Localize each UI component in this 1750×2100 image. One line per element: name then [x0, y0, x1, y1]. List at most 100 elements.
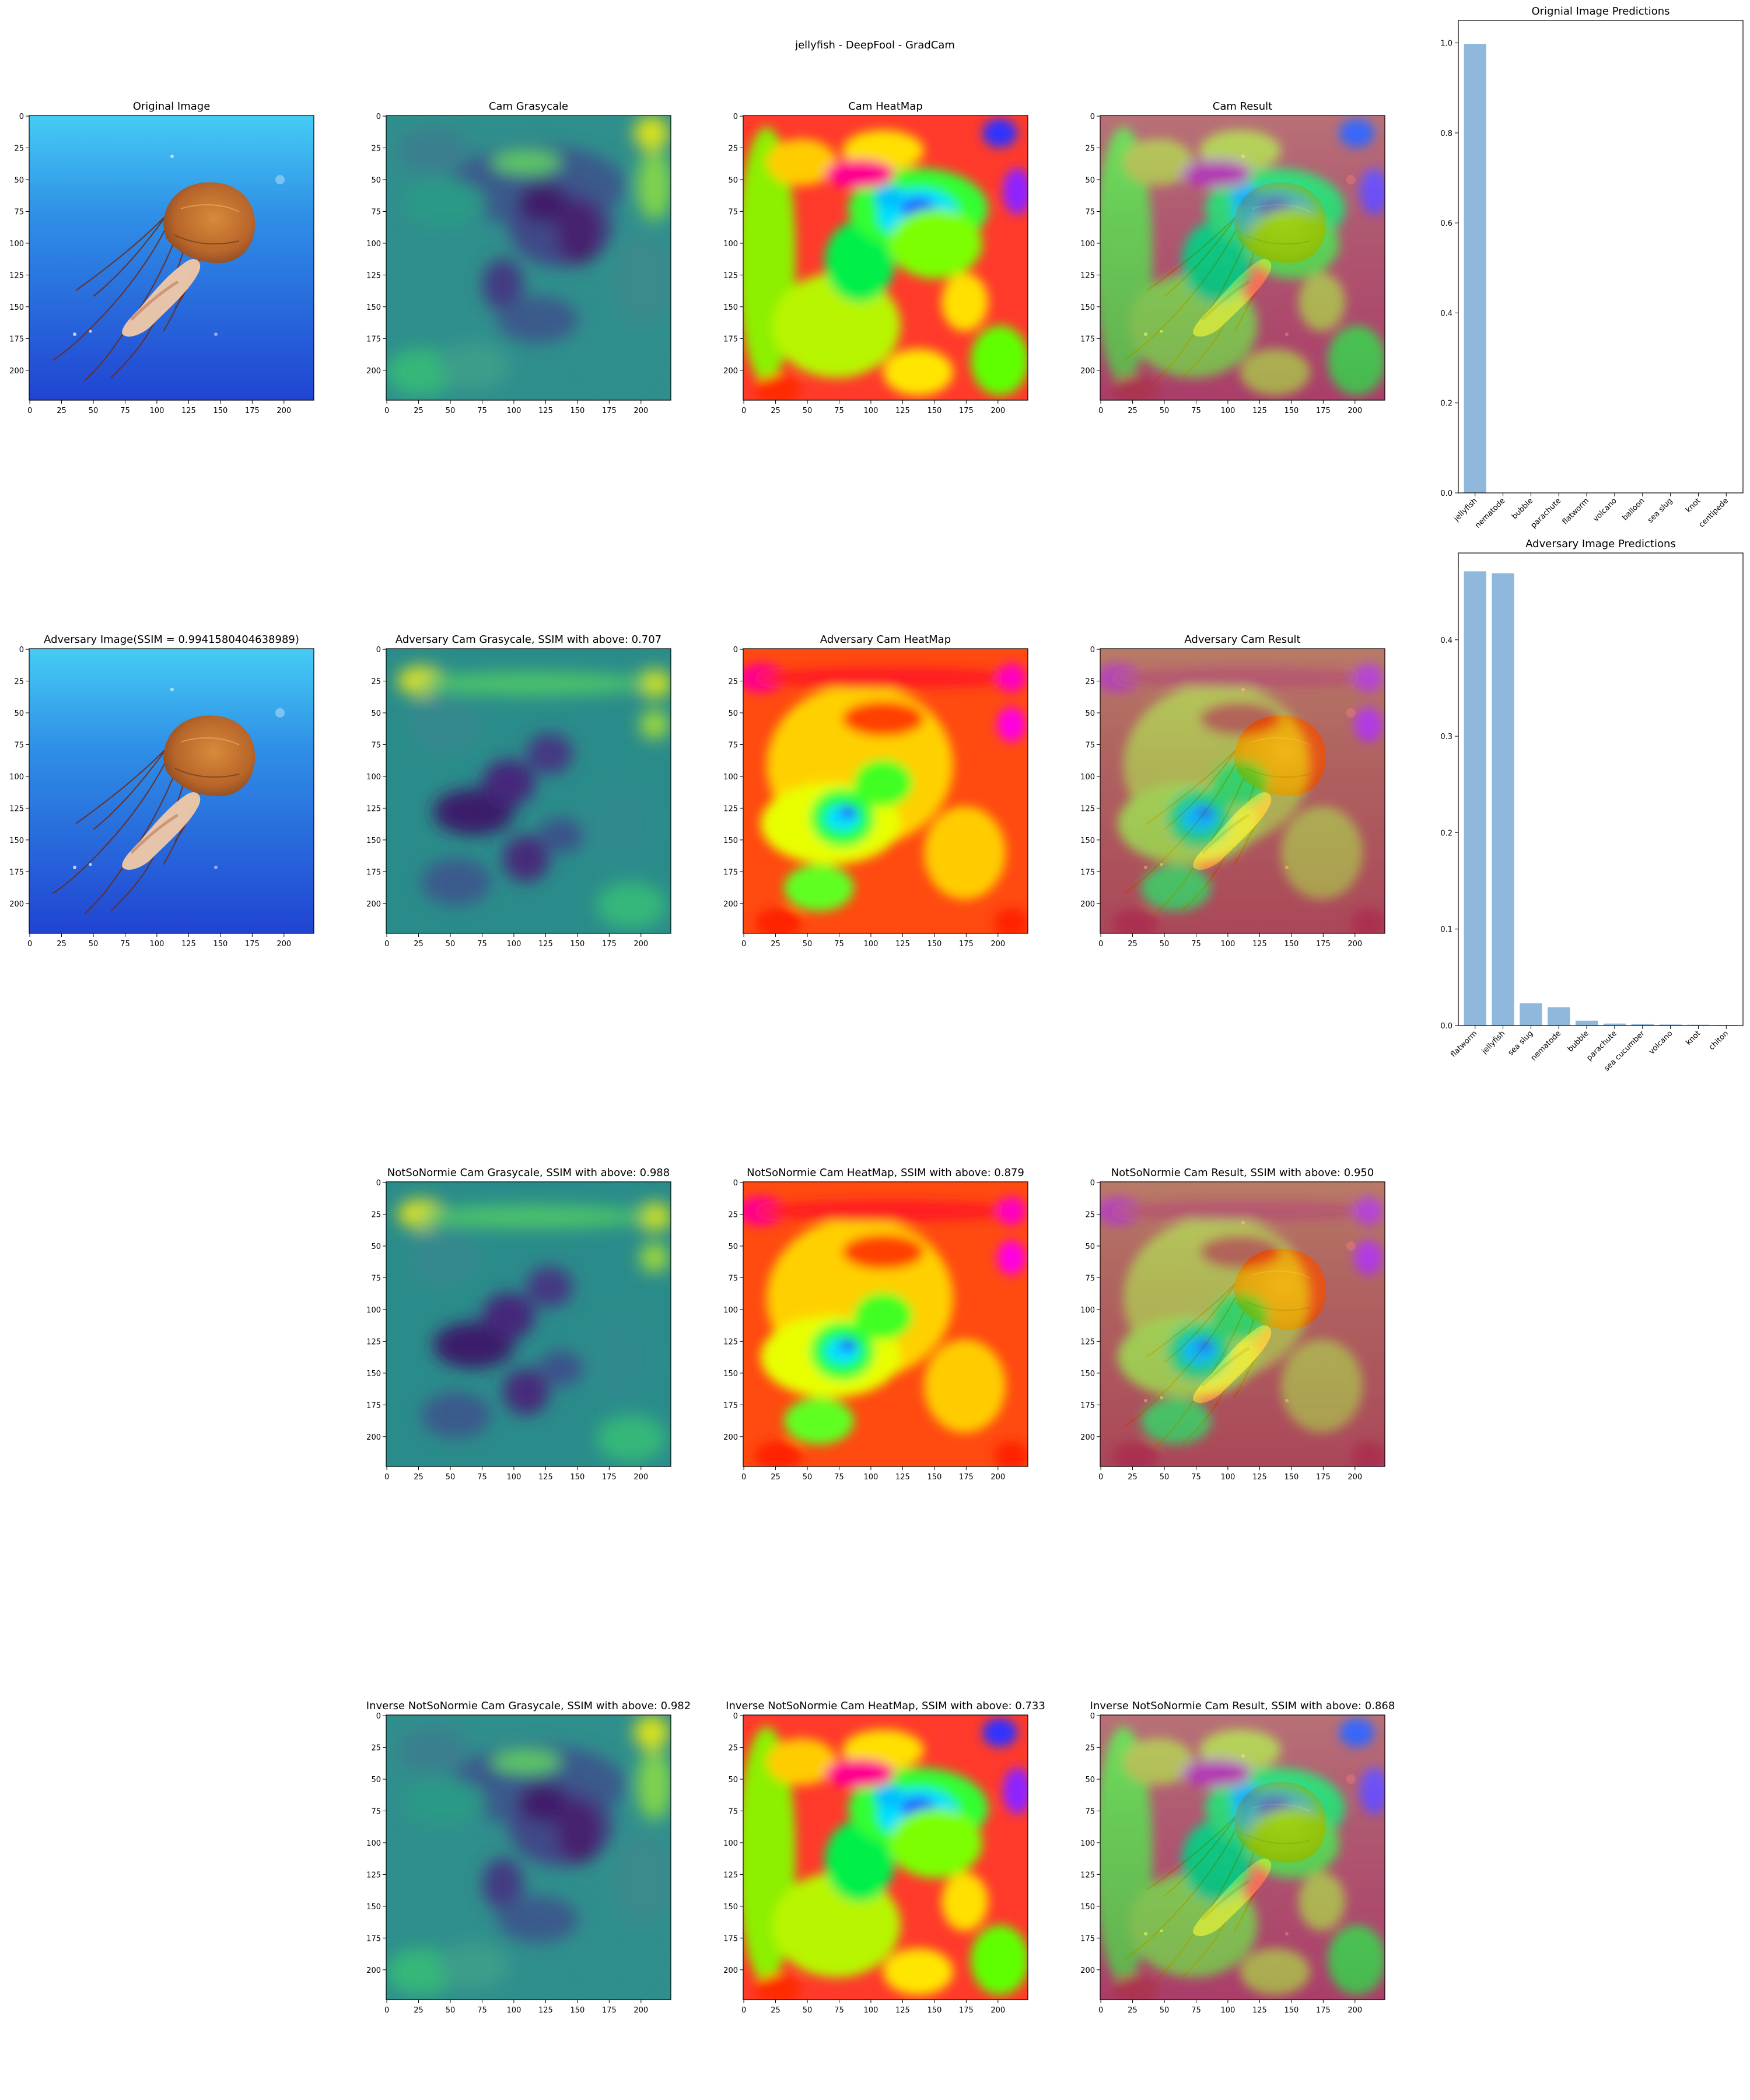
y-tick-label: 0.0	[1440, 1022, 1452, 1031]
x-tick-label: 175	[245, 940, 260, 949]
x-tick-label: 50	[1160, 1473, 1170, 1482]
y-tick-label: 200	[1080, 900, 1095, 909]
x-tick-label: 175	[602, 407, 617, 415]
bar-chart-0: Orignial Image Predictions jellyfishnemat…	[1440, 5, 1744, 530]
chart-title: Orignial Image Predictions	[1531, 5, 1670, 18]
y-tick-label: 0.3	[1440, 733, 1452, 741]
category-label: knot	[1684, 1029, 1702, 1047]
x-tick-label: 50	[89, 940, 99, 949]
y-tick-label: 75	[728, 1807, 738, 1816]
bar	[1548, 1007, 1570, 1026]
y-tick-label: 200	[366, 1966, 381, 1975]
y-tick-label: 150	[9, 303, 24, 312]
y-tick-label: 150	[723, 836, 738, 845]
y-tick-label: 100	[723, 1306, 738, 1315]
y-tick-label: 200	[723, 1433, 738, 1442]
x-tick-label: 100	[507, 407, 522, 415]
category-label: centipede	[1698, 496, 1730, 529]
y-tick-label: 75	[1085, 741, 1095, 750]
x-tick-label: 25	[57, 407, 66, 415]
x-tick-label: 100	[1221, 407, 1236, 415]
y-tick-label: 175	[723, 1401, 738, 1410]
x-tick-label: 150	[1284, 2006, 1298, 2015]
x-tick-label: 125	[538, 407, 553, 415]
y-tick-label: 75	[371, 208, 381, 216]
y-tick-label: 50	[371, 176, 381, 185]
x-tick-label: 175	[1316, 2006, 1331, 2015]
x-tick-label: 0	[1098, 940, 1103, 949]
y-tick-label: 25	[728, 678, 738, 687]
y-tick-label: 50	[728, 176, 738, 185]
x-tick-label: 50	[1160, 940, 1170, 949]
image-panel-r1c2: Adversary Cam HeatMap 0 25 50 75 100 125 150 175…	[723, 634, 1028, 949]
x-tick-label: 100	[864, 407, 878, 415]
y-tick-label: 200	[1080, 367, 1095, 376]
category-label: sea slug	[1507, 1029, 1535, 1058]
x-tick-label: 200	[1348, 407, 1362, 415]
y-tick-label: 150	[723, 1370, 738, 1378]
y-tick-label: 100	[1080, 773, 1095, 782]
x-tick-label: 100	[150, 407, 164, 415]
y-tick-label: 200	[366, 367, 381, 376]
panel-frame	[29, 115, 314, 401]
y-tick-label: 50	[14, 176, 24, 185]
bar	[1659, 1024, 1682, 1026]
bar	[1687, 1024, 1710, 1026]
x-tick-label: 150	[1284, 940, 1298, 949]
category-label: flatworm	[1561, 496, 1591, 526]
y-tick-label: 25	[371, 678, 381, 687]
panel-frame	[743, 1181, 1028, 1467]
x-tick-label: 150	[927, 940, 942, 949]
x-tick-label: 25	[1128, 2006, 1138, 2015]
y-tick-label: 50	[1085, 176, 1095, 185]
x-tick-label: 200	[276, 940, 291, 949]
bar	[1603, 1023, 1626, 1026]
x-tick-label: 175	[602, 2006, 617, 2015]
x-tick-label: 75	[120, 407, 130, 415]
y-tick-label: 100	[1080, 1839, 1095, 1848]
x-tick-label: 75	[1191, 1473, 1201, 1482]
y-tick-label: 0.2	[1440, 400, 1452, 408]
category-label: jellyfish	[1480, 1029, 1507, 1056]
x-tick-label: 200	[634, 1473, 648, 1482]
y-tick-label: 100	[723, 240, 738, 249]
x-tick-label: 0	[741, 407, 746, 415]
x-tick-label: 0	[741, 940, 746, 949]
x-tick-label: 175	[959, 2006, 974, 2015]
x-tick-label: 150	[927, 1473, 942, 1482]
x-tick-label: 25	[414, 407, 424, 415]
category-label: bubble	[1510, 496, 1535, 521]
y-tick-label: 25	[14, 678, 24, 687]
y-tick-label: 175	[366, 868, 381, 877]
category-label: bubble	[1566, 1029, 1591, 1054]
y-tick-label: 175	[1080, 868, 1095, 877]
y-tick-label: 0.6	[1440, 219, 1452, 228]
y-tick-label: 75	[1085, 208, 1095, 216]
y-tick-label: 75	[1085, 1274, 1095, 1283]
x-tick-label: 175	[959, 407, 974, 415]
x-tick-label: 25	[414, 2006, 424, 2015]
x-tick-label: 150	[570, 1473, 584, 1482]
panel-title: NotSoNormie Cam HeatMap, SSIM with above…	[747, 1167, 1024, 1179]
x-tick-label: 200	[1348, 940, 1362, 949]
y-tick-label: 100	[1080, 1306, 1095, 1315]
x-tick-label: 200	[1348, 2006, 1362, 2015]
x-tick-label: 200	[991, 940, 1005, 949]
y-tick-label: 50	[728, 1776, 738, 1784]
panel-title: NotSoNormie Cam Result, SSIM with above:…	[1111, 1167, 1374, 1179]
y-tick-label: 150	[1080, 836, 1095, 845]
y-tick-label: 175	[723, 868, 738, 877]
x-tick-label: 75	[834, 2006, 844, 2015]
y-tick-label: 100	[9, 773, 24, 782]
category-label: volcano	[1647, 1029, 1674, 1056]
x-tick-label: 75	[477, 407, 487, 415]
bar	[1464, 571, 1486, 1026]
x-tick-label: 25	[414, 1473, 424, 1482]
image-panel-r2c2: NotSoNormie Cam HeatMap, SSIM with above…	[723, 1167, 1028, 1482]
x-tick-label: 50	[803, 940, 813, 949]
x-tick-label: 25	[57, 940, 66, 949]
x-tick-label: 75	[477, 2006, 487, 2015]
y-tick-label: 25	[728, 1211, 738, 1220]
y-tick-label: 175	[1080, 335, 1095, 344]
chart-frame	[1458, 552, 1744, 1026]
